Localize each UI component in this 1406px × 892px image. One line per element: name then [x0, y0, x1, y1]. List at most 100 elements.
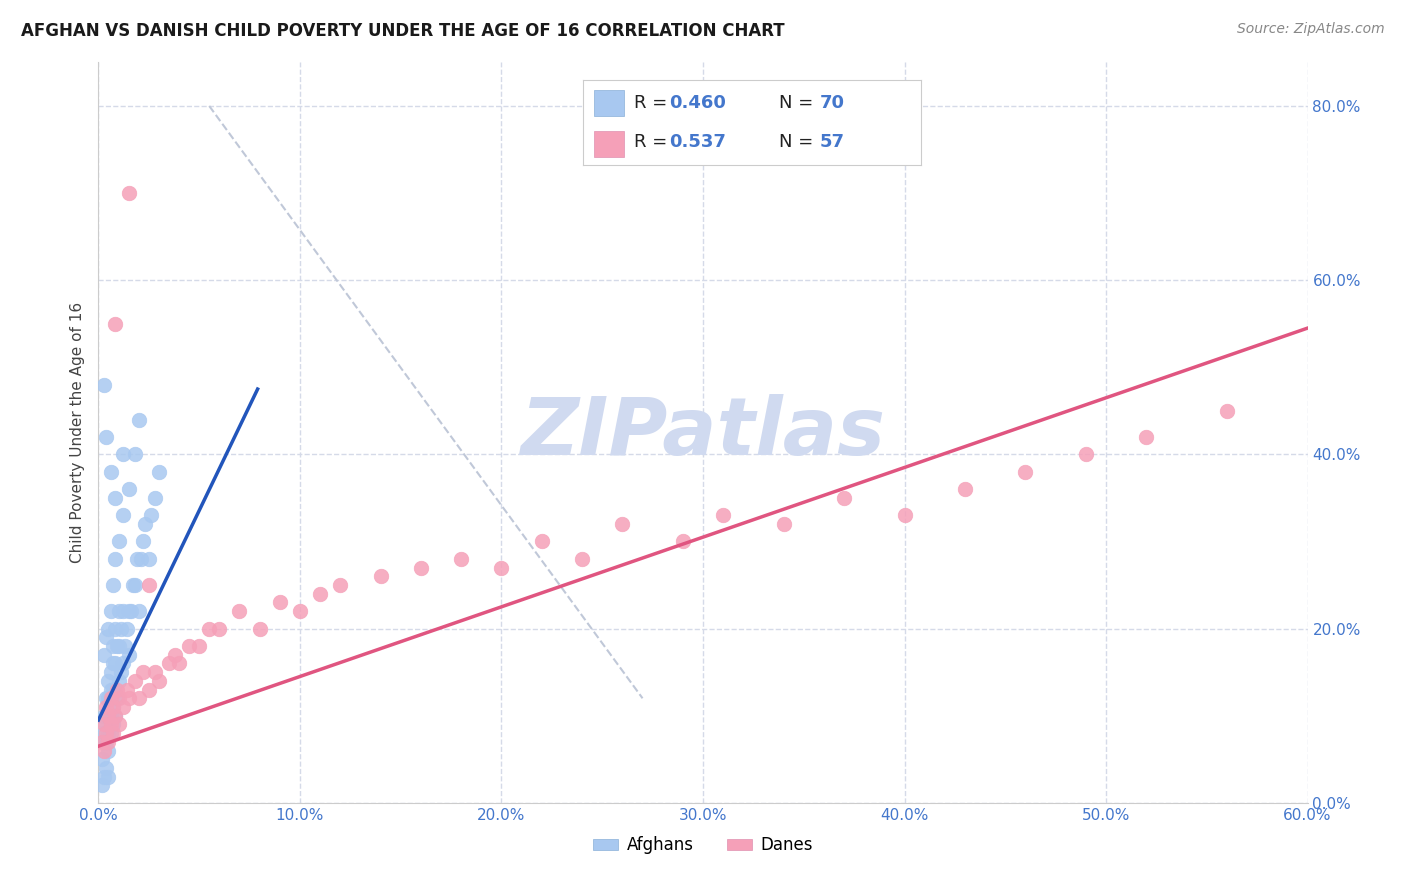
Point: [107, 534, 129, 549]
Point: [100, 465, 122, 479]
Point: [101, 682, 124, 697]
Point: [101, 717, 124, 731]
Point: [118, 186, 141, 200]
Point: [143, 665, 166, 680]
Point: [198, 622, 221, 636]
Text: AFGHAN VS DANISH CHILD POVERTY UNDER THE AGE OF 16 CORRELATION CHART: AFGHAN VS DANISH CHILD POVERTY UNDER THE…: [21, 22, 785, 40]
Point: [1135, 430, 1157, 444]
Point: [107, 717, 129, 731]
Point: [167, 657, 190, 671]
Point: [118, 648, 141, 662]
Point: [105, 691, 128, 706]
Point: [93, 717, 115, 731]
Text: ZIPatlas: ZIPatlas: [520, 393, 886, 472]
Point: [100, 717, 122, 731]
Point: [288, 604, 311, 618]
Point: [93, 648, 115, 662]
Point: [893, 508, 915, 523]
Point: [110, 665, 132, 680]
Point: [93, 726, 115, 740]
Point: [115, 622, 138, 636]
Point: [118, 691, 141, 706]
Point: [111, 657, 134, 671]
Point: [1014, 465, 1036, 479]
Point: [93, 377, 115, 392]
Point: [97, 708, 120, 723]
Point: [115, 682, 138, 697]
Point: [101, 726, 124, 740]
Point: [672, 534, 695, 549]
Point: [179, 639, 201, 653]
Point: [100, 691, 122, 706]
Point: [118, 482, 141, 496]
Point: [132, 534, 155, 549]
Point: [97, 743, 120, 757]
Point: [97, 622, 120, 636]
Point: [772, 517, 794, 532]
Point: [96, 735, 118, 749]
Point: [101, 700, 124, 714]
Point: [103, 708, 125, 723]
Point: [101, 578, 124, 592]
Point: [103, 552, 125, 566]
Text: 70: 70: [820, 95, 845, 112]
Point: [103, 317, 125, 331]
Point: [121, 578, 143, 592]
Point: [124, 447, 146, 461]
Text: 0.460: 0.460: [669, 95, 727, 112]
Point: [91, 752, 114, 766]
Point: [96, 761, 118, 775]
Point: [96, 700, 118, 714]
Text: R =: R =: [634, 133, 673, 151]
Point: [103, 622, 125, 636]
Point: [832, 491, 855, 505]
Point: [97, 770, 120, 784]
Point: [93, 708, 115, 723]
Point: [188, 639, 211, 653]
Text: R =: R =: [634, 95, 673, 112]
Point: [101, 657, 124, 671]
Point: [96, 630, 118, 644]
Point: [100, 682, 122, 697]
Point: [329, 578, 352, 592]
Point: [111, 508, 134, 523]
Point: [100, 708, 122, 723]
Point: [530, 534, 553, 549]
Point: [370, 569, 392, 583]
Point: [100, 665, 122, 680]
Point: [450, 552, 472, 566]
Point: [93, 743, 115, 757]
Point: [107, 604, 129, 618]
Point: [100, 604, 122, 618]
Point: [269, 595, 291, 609]
Point: [91, 735, 114, 749]
Point: [157, 657, 180, 671]
Point: [228, 604, 250, 618]
Point: [129, 552, 152, 566]
Point: [143, 491, 166, 505]
Point: [103, 682, 125, 697]
Point: [138, 552, 160, 566]
Point: [124, 578, 146, 592]
Point: [111, 447, 134, 461]
Point: [103, 657, 125, 671]
Point: [107, 639, 129, 653]
Point: [148, 673, 170, 688]
Point: [97, 673, 120, 688]
Point: [103, 708, 125, 723]
Point: [96, 717, 118, 731]
Point: [93, 770, 115, 784]
Point: [111, 604, 134, 618]
Point: [101, 700, 124, 714]
Point: [128, 691, 150, 706]
Point: [1074, 447, 1097, 461]
Point: [571, 552, 593, 566]
Point: [138, 682, 160, 697]
Point: [139, 508, 162, 523]
Point: [128, 604, 150, 618]
Point: [118, 604, 141, 618]
Point: [138, 578, 160, 592]
Point: [612, 517, 634, 532]
Point: [491, 560, 513, 574]
Point: [120, 604, 142, 618]
